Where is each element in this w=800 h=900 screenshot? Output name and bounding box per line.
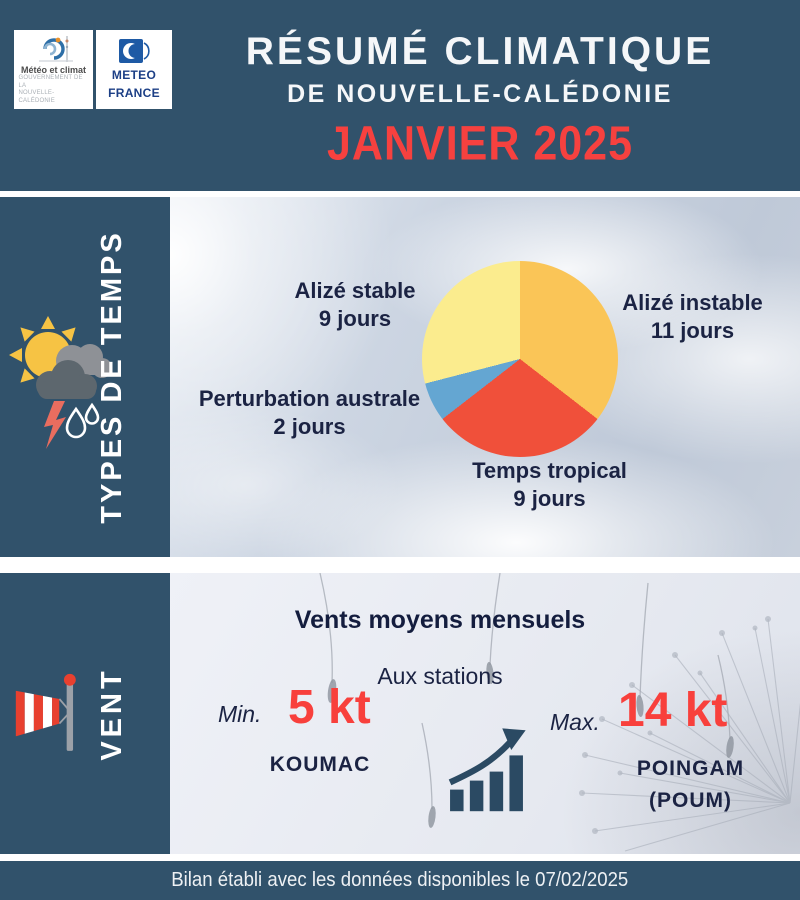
pie-label-name: Alizé stable [294,278,416,303]
footer-text: Bilan établi avec les données disponible… [171,869,629,891]
header: Météo et climat GOUVERNEMENT DE LA NOUVE… [0,0,800,191]
page-title: RÉSUMÉ CLIMATIQUE [245,30,715,73]
cyclone-spiral-icon [38,36,73,62]
pie-label-days: 11 jours [650,318,735,344]
period-title-wrap: JANVIER 2025 [172,117,788,171]
gouv-logo-line1: GOUVERNEMENT DE LA [18,75,83,89]
section-types-de-temps: TYPES DE TEMPS Alizé stable 9 jours Aliz… [0,197,800,557]
gouv-nc-logo: Météo et climat GOUVERNEMENT DE LA NOUVE… [14,30,93,109]
min-value: 5 kt [288,681,371,734]
meteo-france-line1: METEO [111,68,157,82]
meteo-france-line2: FRANCE [108,85,160,100]
max-station: POINGAM (POUM) [598,753,783,816]
vent-title: Vents moyens mensuels [294,606,586,634]
vent-sidebar: VENT [0,573,170,854]
max-station-line1: POINGAM [636,757,745,780]
max-label: Max. [550,709,600,735]
min-station: KOUMAC [269,753,371,776]
windsock-icon [15,673,76,751]
vent-subtitle: Aux stations [377,663,503,689]
types-sidebar: TYPES DE TEMPS [0,197,170,557]
section-vent: VENT [0,573,800,854]
gouv-logo-line2: NOUVELLE-CALÉDONIE [18,90,55,104]
pie-label-days: 9 jours [513,486,586,512]
gouv-logo-title: Météo et climat [20,65,87,75]
pie-chart [422,261,618,457]
pie-label-name: Temps tropical [472,458,627,483]
vent-content: Vents moyens mensuels Aux stations Min. … [170,573,800,854]
bar-chart-up-icon [448,728,526,812]
types-sidebar-label: TYPES DE TEMPS [96,230,128,524]
pie-label-days: 2 jours [273,414,346,440]
pie-label-name: Perturbation australe [198,386,421,411]
types-content-sky: Alizé stable 9 jours Alizé instable 11 j… [170,197,800,557]
pie-label-name: Alizé instable [622,290,763,315]
min-label: Min. [218,701,262,727]
max-value: 14 kt [618,684,728,737]
footer-bar: Bilan établi avec les données disponible… [0,861,800,900]
pie-label-alize-instable: Alizé instable 11 jours [600,289,785,345]
sun-cloud-storm-icon [9,316,112,449]
period-title: JANVIER 2025 [327,117,633,171]
pie-label-temps-tropical: Temps tropical 9 jours [442,457,657,513]
meteo-france-icon [119,39,150,63]
vent-sidebar-labelwrap: VENT [96,667,129,760]
types-sidebar-labelwrap: TYPES DE TEMPS [96,230,129,523]
vent-sidebar-label: VENT [96,666,128,761]
page-subtitle: DE NOUVELLE-CALÉDONIE [287,80,673,108]
pie-label-alize-stable: Alizé stable 9 jours [260,277,450,333]
max-station-line2: (POUM) [649,788,732,812]
meteo-france-logo: METEO FRANCE [96,30,172,109]
pie-label-days: 9 jours [318,306,392,332]
pie-label-perturbation-australe: Perturbation australe 2 jours [182,385,437,441]
